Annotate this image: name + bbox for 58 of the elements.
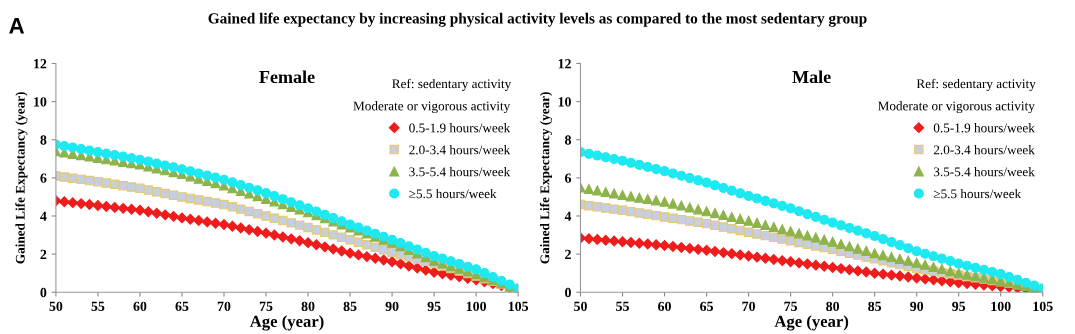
y-tick-label: 2 bbox=[40, 249, 47, 259]
x-tick-label: 60 bbox=[133, 301, 147, 312]
annotation: Ref: sedentary activity bbox=[916, 78, 1036, 91]
x-tick-label: 90 bbox=[910, 301, 924, 312]
y-tick-label: 0 bbox=[565, 287, 571, 298]
legend-title: Moderate or vigorous activity bbox=[878, 101, 1035, 114]
x-axis-title: Age (year) bbox=[774, 315, 849, 331]
x-tick-label: 80 bbox=[826, 301, 840, 312]
legend-label: 2.0-3.4 hours/week bbox=[409, 145, 511, 155]
y-axis-title: Gained Life Expectancy (year) bbox=[15, 92, 28, 264]
y-axis-title: Gained Life Expectancy (year) bbox=[539, 92, 553, 264]
chart-title: Female bbox=[259, 70, 315, 84]
legend-label: 0.5-1.9 hours/week bbox=[933, 123, 1035, 133]
legend-label: 3.5-5.4 hours/week bbox=[933, 166, 1035, 177]
y-tick-label: 10 bbox=[558, 97, 571, 107]
y-tick-label: 4 bbox=[40, 211, 47, 221]
x-tick-label: 50 bbox=[574, 301, 587, 312]
x-tick-label: 70 bbox=[742, 301, 756, 312]
y-tick-label: 6 bbox=[565, 173, 572, 183]
x-tick-label: 70 bbox=[217, 301, 231, 312]
chart-title: Male bbox=[792, 70, 831, 84]
y-tick-label: 0 bbox=[40, 287, 47, 298]
y-tick-label: 2 bbox=[565, 249, 571, 259]
x-tick-label: 75 bbox=[784, 301, 798, 312]
legend-label: ≥5.5 hours/week bbox=[409, 188, 497, 199]
x-tick-label: 75 bbox=[259, 301, 273, 312]
annotation: Ref: sedentary activity bbox=[392, 78, 512, 91]
y-tick-label: 12 bbox=[558, 59, 571, 69]
x-tick-label: 80 bbox=[301, 301, 315, 312]
legend-label: 0.5-1.9 hours/week bbox=[409, 123, 511, 133]
x-axis-title: Age (year) bbox=[249, 315, 324, 331]
y-tick-label: 4 bbox=[564, 211, 572, 221]
x-tick-label: 95 bbox=[952, 301, 966, 312]
legend-label: 3.5-5.4 hours/week bbox=[409, 166, 511, 177]
x-tick-label: 55 bbox=[91, 301, 105, 312]
text: A bbox=[9, 18, 25, 34]
x-tick-label: 65 bbox=[175, 301, 189, 312]
x-tick-label: 50 bbox=[49, 301, 63, 312]
x-tick-label: 100 bbox=[466, 301, 487, 312]
x-tick-label: 60 bbox=[658, 301, 671, 312]
legend-label: 2.0-3.4 hours/week bbox=[933, 145, 1035, 155]
x-tick-label: 95 bbox=[427, 301, 441, 312]
x-tick-label: 90 bbox=[385, 301, 399, 312]
x-tick-label: 55 bbox=[616, 301, 629, 312]
y-tick-label: 8 bbox=[564, 135, 572, 145]
x-tick-label: 85 bbox=[868, 301, 882, 312]
y-tick-label: 8 bbox=[40, 135, 47, 145]
y-tick-label: 10 bbox=[34, 97, 47, 107]
x-tick-label: 100 bbox=[991, 301, 1011, 312]
text: Gained life expectancy by increasing physical activity levels as compared to the most sedentary group bbox=[208, 12, 867, 27]
y-tick-label: 6 bbox=[40, 173, 47, 183]
x-tick-label: 105 bbox=[1033, 301, 1053, 312]
x-tick-label: 85 bbox=[343, 301, 357, 312]
x-tick-label: 105 bbox=[508, 301, 529, 312]
x-tick-label: 65 bbox=[700, 301, 713, 312]
y-tick-label: 12 bbox=[34, 59, 47, 69]
legend-label: ≥5.5 hours/week bbox=[933, 188, 1022, 199]
legend-title: Moderate or vigorous activity bbox=[353, 101, 511, 114]
